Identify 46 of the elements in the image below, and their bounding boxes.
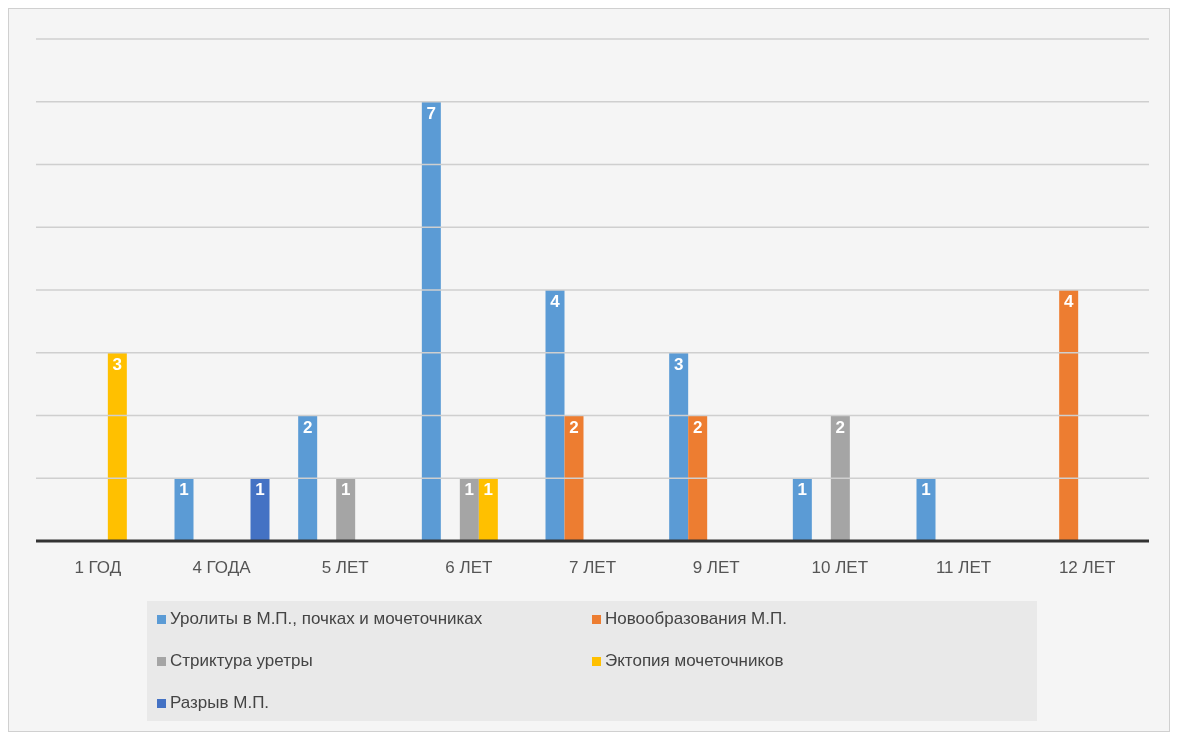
bar bbox=[107, 352, 127, 541]
x-tick-label: 9 ЛЕТ bbox=[692, 558, 740, 578]
x-tick-label: 6 ЛЕТ bbox=[445, 558, 493, 578]
data-label: 2 bbox=[302, 417, 313, 437]
data-label: 1 bbox=[255, 480, 265, 500]
bar bbox=[564, 415, 584, 541]
bar bbox=[421, 101, 441, 541]
legend-label: Новообразования М.П. bbox=[605, 609, 787, 629]
x-tick-label: 10 ЛЕТ bbox=[811, 558, 869, 578]
x-tick-label: 5 ЛЕТ bbox=[321, 558, 369, 578]
data-label: 1 bbox=[797, 480, 808, 500]
bar bbox=[459, 478, 479, 541]
data-label: 1 bbox=[921, 480, 931, 500]
data-label: 2 bbox=[692, 417, 703, 437]
bar bbox=[830, 415, 850, 541]
data-label: 4 bbox=[1063, 292, 1074, 312]
legend-label: Стриктура уретры bbox=[170, 651, 313, 671]
bar bbox=[250, 478, 270, 541]
x-tick-label: 7 ЛЕТ bbox=[568, 558, 617, 578]
data-label: 1 bbox=[340, 480, 351, 500]
data-label: 7 bbox=[426, 103, 437, 123]
data-label: 2 bbox=[835, 417, 846, 437]
data-label: 1 bbox=[483, 480, 494, 500]
data-label: 1 bbox=[179, 480, 189, 500]
legend-label: Эктопия мочеточников bbox=[605, 651, 784, 671]
bar bbox=[174, 478, 194, 541]
bar bbox=[669, 352, 689, 541]
legend-label: Разрыв М.П. bbox=[170, 693, 270, 713]
x-tick-label: 12 ЛЕТ bbox=[1058, 558, 1116, 578]
data-label: 3 bbox=[673, 354, 684, 374]
data-label: 3 bbox=[112, 354, 123, 374]
bar bbox=[916, 478, 936, 541]
data-label: 2 bbox=[569, 417, 579, 437]
bar bbox=[1059, 290, 1079, 541]
legend-label: Уролиты в М.П., почках и мочеточниках bbox=[170, 609, 483, 629]
bar bbox=[336, 478, 356, 541]
data-label: 4 bbox=[550, 292, 561, 312]
bar bbox=[688, 415, 708, 541]
x-tick-label: 11 ЛЕТ bbox=[935, 558, 992, 578]
bar bbox=[478, 478, 498, 541]
bar bbox=[545, 290, 565, 541]
x-tick-label: 1 ГОД bbox=[74, 558, 122, 578]
bar bbox=[298, 415, 318, 541]
bar bbox=[792, 478, 812, 541]
x-tick-label: 4 ГОДА bbox=[192, 558, 252, 578]
data-label: 1 bbox=[464, 480, 475, 500]
